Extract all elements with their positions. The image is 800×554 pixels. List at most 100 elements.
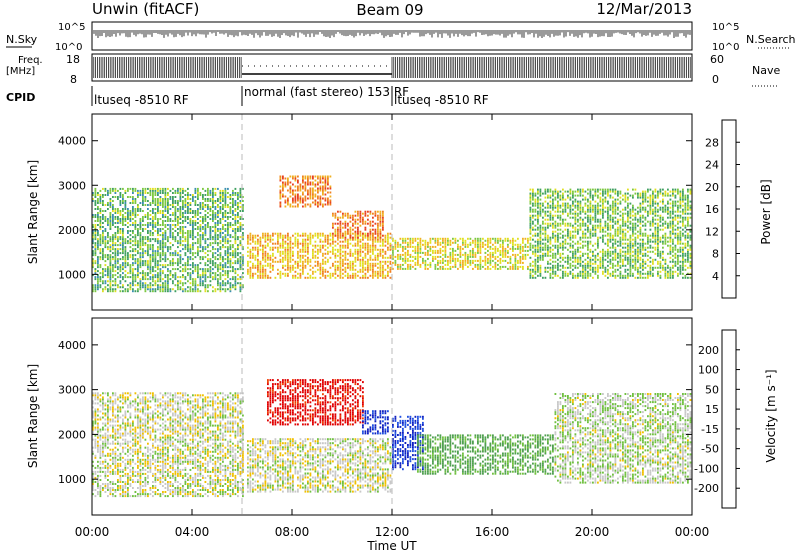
power-cell xyxy=(539,208,542,211)
power-cell xyxy=(117,252,119,255)
power-cell xyxy=(209,230,212,232)
power-cell xyxy=(297,189,299,192)
power-cell xyxy=(147,236,149,239)
power-cell xyxy=(482,243,484,246)
power-cell xyxy=(172,280,174,283)
power-cell xyxy=(199,290,202,293)
power-cell xyxy=(139,246,142,249)
power-cell xyxy=(564,204,567,207)
power-cell xyxy=(287,201,289,204)
power-cell xyxy=(174,230,177,232)
power-cell xyxy=(487,261,489,264)
power-cell xyxy=(197,250,199,253)
power-cell xyxy=(144,216,147,218)
power-cell xyxy=(194,270,197,273)
power-cell xyxy=(484,267,487,270)
power-cell xyxy=(184,232,187,234)
power-cell xyxy=(464,259,467,262)
power-cell xyxy=(374,254,377,257)
power-cell xyxy=(437,251,439,254)
power-cell xyxy=(172,236,174,239)
power-cell xyxy=(214,194,217,196)
power-cell xyxy=(157,288,159,291)
power-cell xyxy=(139,286,142,289)
power-cell xyxy=(417,237,419,240)
power-cell xyxy=(187,280,189,283)
power-cell xyxy=(362,216,364,219)
power-cell xyxy=(562,270,564,273)
power-cell xyxy=(134,242,137,245)
power-cell xyxy=(149,246,152,249)
power-cell xyxy=(247,240,249,243)
power-cell xyxy=(142,220,144,222)
power-cell xyxy=(104,240,107,243)
power-cell xyxy=(214,288,217,291)
power-cell xyxy=(519,251,522,254)
power-cell xyxy=(282,244,284,247)
power-cell xyxy=(452,237,454,240)
power-cell xyxy=(102,276,104,279)
power-cell xyxy=(554,210,557,213)
power-cell xyxy=(397,245,399,248)
power-cell xyxy=(279,191,282,194)
power-cell xyxy=(264,234,267,237)
power-cell xyxy=(214,187,217,190)
power-cell xyxy=(427,249,429,252)
power-cell xyxy=(137,262,139,265)
power-cell xyxy=(237,230,239,232)
power-cell xyxy=(314,189,317,192)
power-cell xyxy=(464,263,467,266)
power-cell xyxy=(164,254,167,257)
power-cell xyxy=(327,183,329,186)
power-cell xyxy=(569,204,572,207)
power-cell xyxy=(129,234,132,237)
power-cell xyxy=(189,246,192,249)
power-cell xyxy=(547,196,549,199)
power-cell xyxy=(212,202,214,204)
power-cell xyxy=(477,241,479,244)
power-cell xyxy=(339,244,342,247)
power-cell xyxy=(539,268,542,271)
power-cell xyxy=(334,230,337,233)
power-cell xyxy=(102,214,104,216)
power-cell xyxy=(224,198,227,200)
power-cell xyxy=(494,267,497,270)
power-cell xyxy=(127,288,129,291)
power-cell xyxy=(457,259,459,262)
power-cell xyxy=(229,254,232,257)
power-cell xyxy=(169,224,172,226)
power-cell xyxy=(192,278,194,281)
power-cell xyxy=(137,194,139,196)
power-cell xyxy=(239,268,242,271)
power-cell xyxy=(394,241,397,244)
power-cell xyxy=(552,192,554,195)
power-cell xyxy=(342,268,344,271)
power-cell xyxy=(382,214,384,217)
power-cell xyxy=(467,265,469,268)
power-cell xyxy=(237,236,239,239)
power-cell xyxy=(252,254,254,257)
power-cell xyxy=(242,248,244,251)
power-cell xyxy=(279,177,282,180)
power-cell xyxy=(219,242,222,245)
power-cell xyxy=(102,202,104,204)
power-cell xyxy=(259,270,262,273)
power-cell xyxy=(357,248,359,251)
power-cell xyxy=(137,192,139,194)
power-cell xyxy=(232,204,234,206)
power-cell xyxy=(562,196,564,199)
power-cell xyxy=(139,238,142,241)
power-cell xyxy=(129,238,132,241)
power-cell xyxy=(217,216,219,218)
power-cell xyxy=(557,200,559,203)
power-cell xyxy=(149,240,152,243)
power-cell xyxy=(419,245,422,248)
power-cell xyxy=(289,244,292,247)
power-cell xyxy=(344,234,347,237)
power-cell xyxy=(347,274,349,277)
power-cell xyxy=(232,214,234,216)
power-cell xyxy=(179,226,182,228)
power-cell xyxy=(214,256,217,259)
power-cell xyxy=(304,248,307,251)
power-cell xyxy=(287,252,289,255)
